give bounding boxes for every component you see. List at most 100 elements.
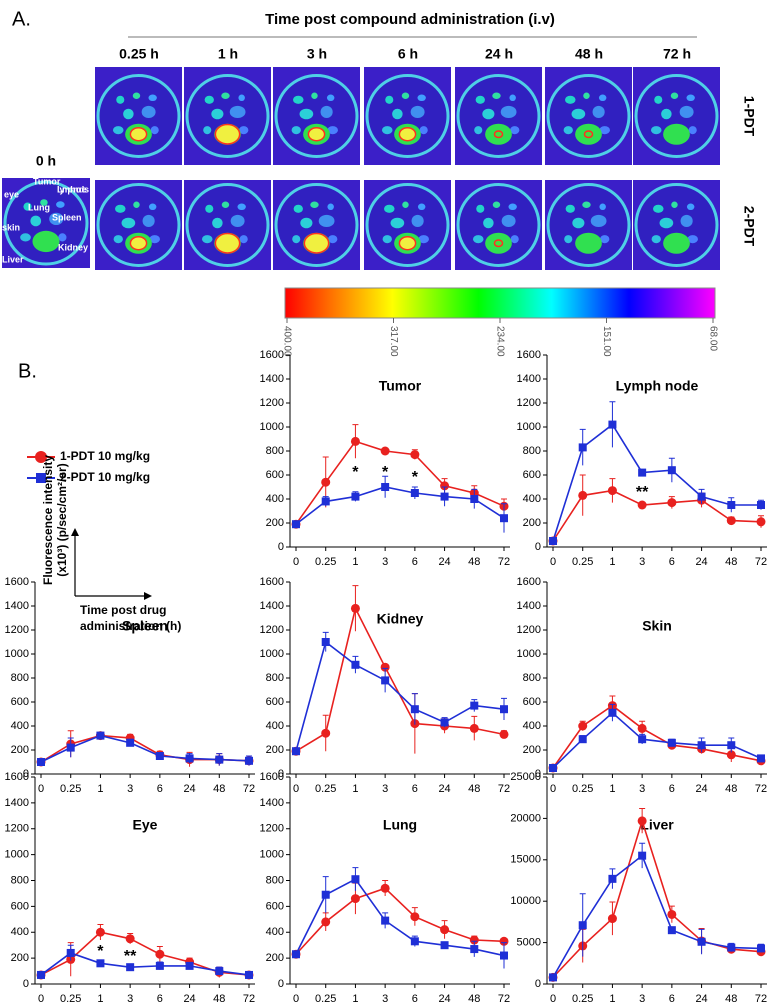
y-tick-label: 5000 [517, 937, 541, 949]
organ-signal [402, 201, 409, 208]
chart-title: Lung [383, 817, 417, 833]
significance-mark: * [382, 464, 389, 481]
organ-signal [571, 108, 586, 120]
x-tick-label: 3 [639, 556, 645, 568]
y-tick-label: 200 [523, 744, 541, 756]
x-tick-label: 48 [725, 993, 737, 1005]
y-tick-label: 1600 [5, 576, 29, 588]
data-point [215, 967, 224, 976]
significance-mark: ** [636, 484, 649, 501]
x-tick-label: 0.25 [572, 783, 593, 795]
x-tick-label: 72 [755, 993, 767, 1005]
x-tick-label: 24 [183, 783, 195, 795]
y-tick-label: 1000 [5, 648, 29, 660]
data-point [381, 483, 390, 491]
organ-signal [238, 94, 245, 102]
data-point [410, 912, 420, 922]
plate-rim [634, 74, 719, 158]
x-tick-label: 6 [669, 993, 675, 1005]
x-tick-label: 48 [468, 556, 480, 568]
series-line [552, 818, 762, 978]
data-point [638, 735, 647, 744]
data-point [321, 638, 330, 646]
organ-signal [203, 126, 212, 135]
organ-signal [133, 201, 140, 208]
liver-hotspot [303, 232, 330, 254]
timepoint-label: 6 h [398, 46, 418, 62]
legend-marker [36, 473, 46, 483]
organ-signal [417, 203, 426, 211]
organ-signal [680, 214, 693, 228]
organ-signal [113, 235, 123, 244]
y-tick-label: 25000 [510, 771, 541, 783]
y-tick-label: 1400 [5, 600, 29, 612]
data-point [380, 446, 390, 456]
y-tick-label: 1000 [5, 849, 29, 861]
organ-signal [148, 203, 157, 211]
data-point [96, 959, 105, 968]
x-tick-label: 1 [352, 556, 358, 568]
x-tick-label: 0.25 [572, 556, 593, 568]
plate-rim [185, 74, 270, 158]
y-tick-label: 800 [11, 874, 29, 886]
organ-signal [401, 92, 410, 99]
plate-rim [546, 183, 631, 267]
chart-title: Skin [642, 618, 672, 634]
organ-signal [686, 94, 695, 102]
organ-signal [476, 204, 485, 213]
y-tick-label: 1200 [260, 624, 284, 636]
x-tick-label: 1 [97, 783, 103, 795]
y-tick-label: 800 [523, 672, 541, 684]
organ-signal [583, 92, 590, 99]
organ-signal [563, 126, 573, 135]
x-tick-label: 6 [157, 783, 163, 795]
organ-signal [326, 94, 335, 102]
organ-signal [687, 235, 698, 244]
y-tick-label: 1600 [260, 349, 284, 361]
organ-signal [30, 215, 42, 227]
x-tick-label: 6 [157, 993, 163, 1005]
x-tick-label: 0 [293, 783, 299, 795]
chart-title: Tumor [379, 378, 422, 394]
x-tick-label: 24 [438, 556, 450, 568]
legend-marker [35, 451, 47, 463]
y-tick-label: 1600 [517, 349, 541, 361]
x-tick-label: 0 [38, 993, 44, 1005]
y-tick-label: 200 [523, 517, 541, 529]
liver-signal [575, 232, 602, 254]
y-tick-label: 600 [11, 696, 29, 708]
y-axis-label: (x10³) (p/sec/cm²/sr) [55, 463, 69, 576]
series-line [295, 878, 505, 957]
x-tick-label: 6 [412, 783, 418, 795]
y-tick-label: 600 [11, 900, 29, 912]
organ-signal [411, 214, 424, 228]
x-tick-label: 48 [213, 993, 225, 1005]
organ-signal [132, 92, 141, 99]
data-point [578, 443, 587, 452]
plate-rim [3, 180, 89, 266]
data-point [351, 492, 360, 501]
data-point [499, 936, 509, 946]
x-tick-label: 0 [293, 993, 299, 1005]
y-tick-label: 1000 [260, 648, 284, 660]
x-tick-label: 0 [550, 993, 556, 1005]
data-point [321, 917, 331, 927]
organ-signal [501, 214, 516, 228]
timepoint-label: 48 h [575, 46, 603, 62]
data-point [500, 951, 508, 960]
x-tick-label: 48 [468, 993, 480, 1005]
y-tick-label: 800 [266, 445, 284, 457]
organ-signal [112, 126, 124, 135]
data-point [440, 925, 450, 935]
data-point [667, 466, 676, 475]
y-tick-label: 1400 [517, 600, 541, 612]
data-point [215, 755, 224, 764]
series-line [295, 486, 505, 525]
baseline-label: 0 h [36, 153, 56, 169]
plate-rim [546, 74, 631, 158]
row-label: 2-PDT [741, 206, 757, 247]
organ-signal [292, 235, 301, 244]
x-axis-label: Time post drug [80, 603, 166, 617]
plate-rim [96, 183, 181, 267]
